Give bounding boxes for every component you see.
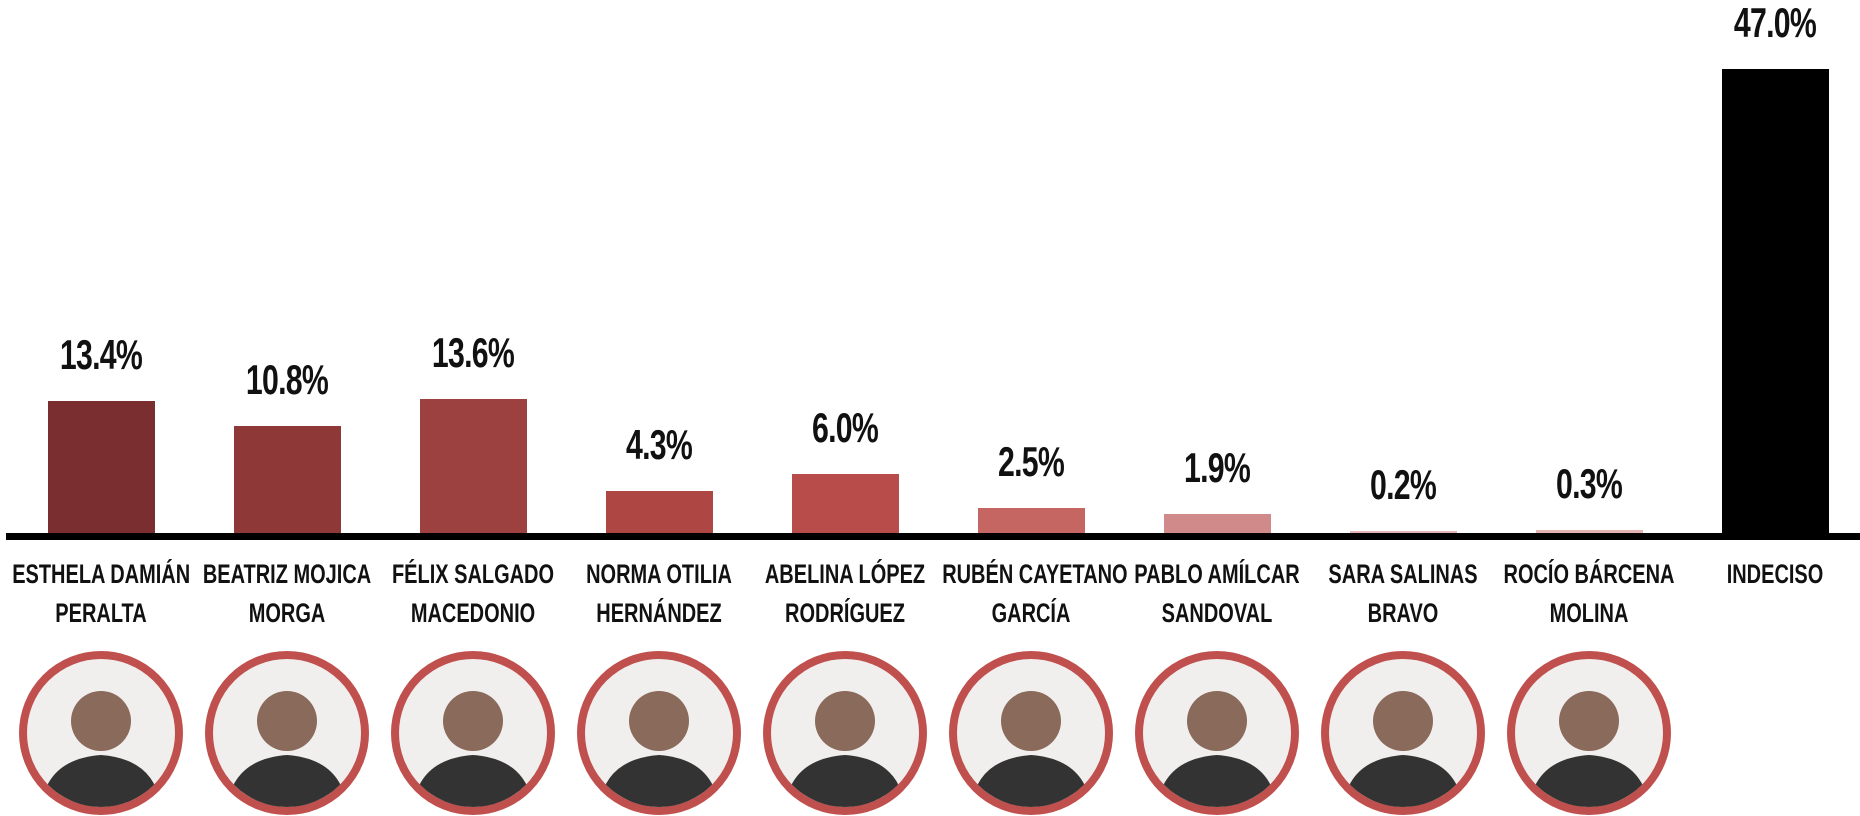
- photo-silhouette: [1515, 659, 1663, 807]
- category-label: BEATRIZ MOJICA: [198, 555, 376, 594]
- value-label: 1.9%: [1145, 444, 1289, 492]
- bar: [420, 399, 527, 533]
- category-label: FÉLIX SALGADO: [384, 555, 562, 594]
- category-label: INDECISO: [1686, 555, 1860, 594]
- category-label: ROCÍO BÁRCENA: [1500, 555, 1678, 594]
- candidate-photo: [1321, 651, 1485, 815]
- category-label: RUBÉN CAYETANO: [942, 555, 1120, 594]
- category-label: BRAVO: [1314, 594, 1492, 633]
- candidate-photo: [577, 651, 741, 815]
- photo-silhouette: [771, 659, 919, 807]
- bar: [1164, 514, 1271, 533]
- chart: 13.4% ESTHELA DAMIÁNPERALTA 10.8% BEATRIZ M…: [0, 0, 1860, 816]
- photo-silhouette: [27, 659, 175, 807]
- value-label: 13.6%: [401, 329, 545, 377]
- candidate-photo: [763, 651, 927, 815]
- category-label: HERNÁNDEZ: [570, 594, 748, 633]
- photo-silhouette: [1329, 659, 1477, 807]
- bar: [234, 426, 341, 533]
- category-label: RODRÍGUEZ: [756, 594, 934, 633]
- bar: [1350, 531, 1457, 533]
- bar: [606, 491, 713, 533]
- bar: [1722, 69, 1829, 533]
- bar: [48, 401, 155, 533]
- value-label: 0.2%: [1331, 461, 1475, 509]
- value-label: 47.0%: [1703, 0, 1847, 47]
- value-label: 6.0%: [773, 404, 917, 452]
- category-label: SANDOVAL: [1128, 594, 1306, 633]
- photo-silhouette: [957, 659, 1105, 807]
- value-label: 4.3%: [587, 421, 731, 469]
- candidate-photo: [19, 651, 183, 815]
- bar: [792, 474, 899, 533]
- candidate-photo: [949, 651, 1113, 815]
- bar: [978, 508, 1085, 533]
- photo-silhouette: [585, 659, 733, 807]
- photo-silhouette: [1143, 659, 1291, 807]
- category-label: SARA SALINAS: [1314, 555, 1492, 594]
- value-label: 0.3%: [1517, 460, 1661, 508]
- value-label: 10.8%: [215, 356, 359, 404]
- candidate-photo: [205, 651, 369, 815]
- photo-silhouette: [213, 659, 361, 807]
- category-label: PABLO AMÍLCAR: [1128, 555, 1306, 594]
- category-label: PERALTA: [12, 594, 190, 633]
- category-label: MOLINA: [1500, 594, 1678, 633]
- candidate-photo: [391, 651, 555, 815]
- value-label: 13.4%: [29, 331, 173, 379]
- category-label: ABELINA LÓPEZ: [756, 555, 934, 594]
- category-label: ESTHELA DAMIÁN: [12, 555, 190, 594]
- category-label: MACEDONIO: [384, 594, 562, 633]
- bar: [1536, 530, 1643, 533]
- photo-silhouette: [399, 659, 547, 807]
- baseline: [6, 533, 1860, 540]
- category-label: MORGA: [198, 594, 376, 633]
- candidate-photo: [1135, 651, 1299, 815]
- candidate-photo: [1507, 651, 1671, 815]
- category-label: NORMA OTILIA: [570, 555, 748, 594]
- category-label: GARCÍA: [942, 594, 1120, 633]
- value-label: 2.5%: [959, 438, 1103, 486]
